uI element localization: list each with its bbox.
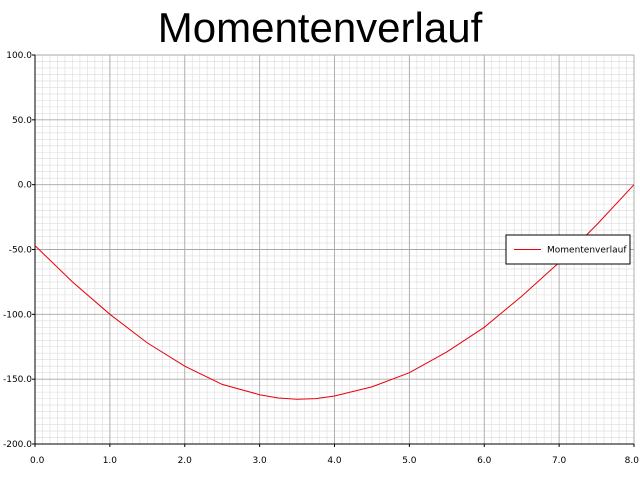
- legend: Momentenverlauf: [505, 234, 631, 265]
- y-tick-label: -100.0: [3, 310, 32, 320]
- x-tick-label: 1.0: [103, 456, 118, 466]
- series-layer: [34, 184, 635, 400]
- x-tick-label: 0.0: [30, 456, 45, 466]
- y-tick-label: -150.0: [3, 375, 32, 385]
- x-tick-label: 7.0: [552, 456, 567, 466]
- x-tick-label: 5.0: [402, 456, 417, 466]
- x-axis-ticks: 0.0 1.0 2.0 3.0 4.0 5.0 6.0 7.0 8.0: [30, 444, 639, 466]
- y-tick-label: -50.0: [9, 246, 33, 256]
- y-tick-label: -200.0: [3, 440, 32, 450]
- legend-label: Momentenverlauf: [547, 246, 627, 256]
- y-tick-label: 50.0: [12, 116, 32, 126]
- x-tick-label: 2.0: [178, 456, 193, 466]
- chart-title: Momentenverlauf: [157, 4, 483, 51]
- y-tick-label: 0.0: [18, 181, 33, 191]
- x-tick-label: 8.0: [625, 456, 640, 466]
- x-tick-label: 4.0: [327, 456, 342, 466]
- series-line: [34, 184, 635, 400]
- x-tick-label: 3.0: [252, 456, 267, 466]
- y-tick-label: 100.0: [6, 51, 32, 61]
- y-axis-ticks: 100.0 50.0 0.0 -50.0 -100.0 -150.0 -200.0: [3, 51, 35, 450]
- x-tick-label: 6.0: [477, 456, 492, 466]
